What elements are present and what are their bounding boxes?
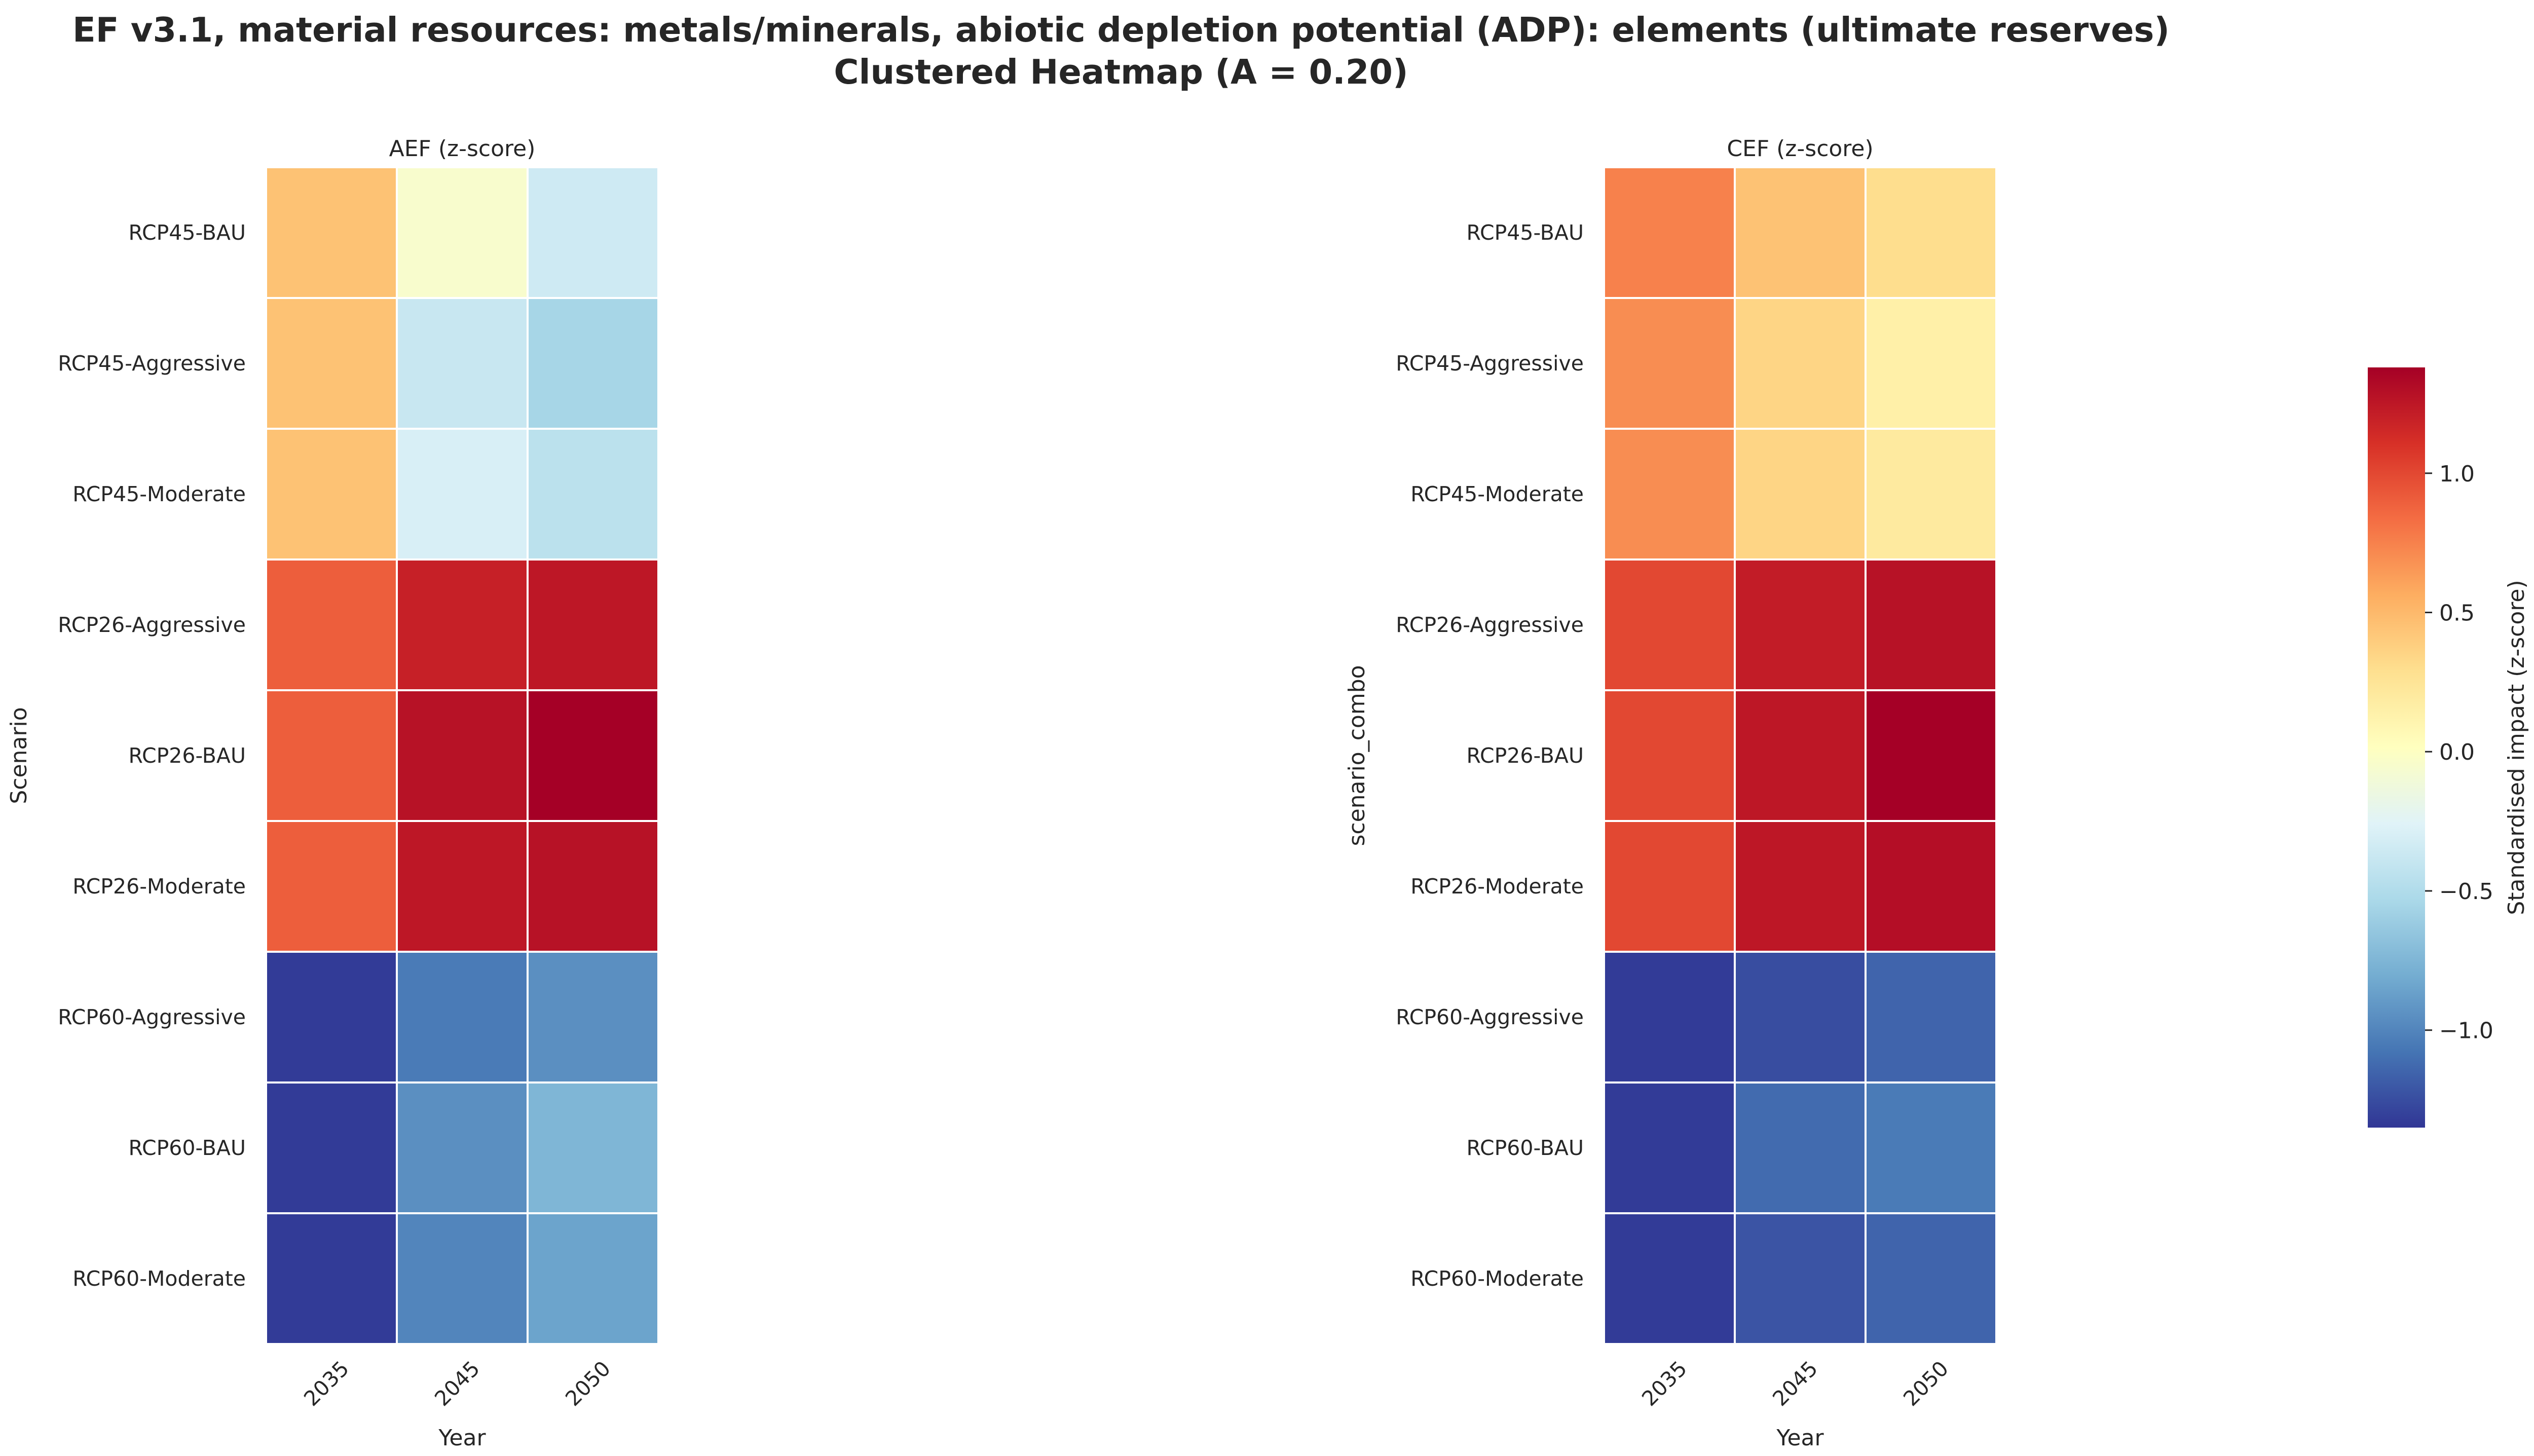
heatmap-cell-rcp60-moderate-2050 (527, 1212, 659, 1345)
heatmap-cell-rcp26-moderate-2050 (1865, 820, 1997, 953)
heatmap-cell-rcp45-aggressive-2045 (1734, 297, 1867, 430)
heatmap-cell-rcp26-aggressive-2035 (265, 558, 398, 691)
row-label: RCP60-BAU (129, 1136, 246, 1160)
panel-title: AEF (z-score) (389, 136, 536, 162)
colorbar-gradient (2368, 367, 2425, 1128)
heatmap-panel-aef: AEF (z-score) RCP45-BAU RCP45-Aggressive RC… (6, 136, 659, 1451)
row-label: RCP45-Moderate (72, 482, 246, 506)
row-label: RCP26-Aggressive (58, 613, 246, 637)
heatmap-cell-rcp45-bau-2050 (1865, 166, 1997, 299)
colorbar-tick-label: 1.0 (2439, 461, 2475, 487)
x-axis-label: Year (438, 1425, 486, 1451)
heatmap-cell-rcp26-bau-2045 (1734, 689, 1867, 822)
column-label: 2035 (299, 1356, 354, 1411)
heatmap-cell-rcp45-bau-2050 (527, 166, 659, 299)
heatmap-cell-rcp26-moderate-2035 (1603, 820, 1736, 953)
row-label: RCP45-Aggressive (58, 351, 246, 376)
x-axis-label: Year (1776, 1425, 1824, 1451)
colorbar: 1.0 0.5 0.0 −0.5 −1.0 Standardised impact (z-… (2368, 367, 2529, 1128)
panel-title: CEF (z-score) (1727, 136, 1873, 162)
row-label: RCP45-Moderate (1410, 482, 1584, 506)
heatmap-cell-rcp26-aggressive-2035 (1603, 558, 1736, 691)
column-label: 2045 (1768, 1356, 1822, 1411)
column-label: 2035 (1637, 1356, 1692, 1411)
heatmap-cell-rcp45-bau-2045 (396, 166, 529, 299)
heatmap-cell-rcp45-moderate-2050 (1865, 428, 1997, 561)
heatmap-cell-rcp45-moderate-2045 (396, 428, 529, 561)
heatmap-cell-rcp26-moderate-2045 (396, 820, 529, 953)
heatmap-cell-rcp26-aggressive-2045 (1734, 558, 1867, 691)
row-label: RCP26-BAU (129, 743, 246, 768)
row-label: RCP26-Aggressive (1396, 613, 1584, 637)
colorbar-label: Standardised impact (z-score) (2504, 580, 2529, 915)
column-label: 2045 (430, 1356, 485, 1411)
heatmap-cell-rcp60-aggressive-2045 (396, 951, 529, 1084)
heatmap-cell-rcp45-aggressive-2050 (527, 297, 659, 430)
heatmap-cell-rcp60-aggressive-2035 (265, 951, 398, 1084)
heatmap-cell-rcp60-moderate-2035 (1603, 1212, 1736, 1345)
heatmap-cell-rcp26-bau-2035 (1603, 689, 1736, 822)
heatmap-cell-rcp45-moderate-2050 (527, 428, 659, 561)
heatmap-cell-rcp26-aggressive-2045 (396, 558, 529, 691)
heatmap-cell-rcp26-aggressive-2050 (527, 558, 659, 691)
heatmap-cell-rcp26-bau-2045 (396, 689, 529, 822)
row-label: RCP60-Moderate (1410, 1266, 1584, 1291)
row-label: RCP26-BAU (1467, 743, 1584, 768)
chart-subtitle: Clustered Heatmap (A = 0.20) (834, 52, 1408, 92)
heatmap-cell-rcp60-bau-2035 (1603, 1081, 1736, 1214)
colorbar-tick-label: 0.0 (2439, 739, 2475, 765)
column-label: 2050 (561, 1356, 615, 1411)
heatmap-cell-rcp45-moderate-2035 (1603, 428, 1736, 561)
heatmap-cell-rcp60-aggressive-2045 (1734, 951, 1867, 1084)
heatmap-cell-rcp60-moderate-2045 (1734, 1212, 1867, 1345)
heatmap-cell-rcp60-bau-2045 (1734, 1081, 1867, 1214)
heatmap-cell-rcp26-moderate-2035 (265, 820, 398, 953)
heatmap-cell-rcp26-aggressive-2050 (1865, 558, 1997, 691)
heatmap-cell-rcp60-moderate-2035 (265, 1212, 398, 1345)
y-axis-label: scenario_combo (1344, 665, 1370, 846)
heatmap-cell-rcp45-bau-2035 (1603, 166, 1736, 299)
heatmap-cell-rcp60-moderate-2045 (396, 1212, 529, 1345)
heatmap-cell-rcp45-bau-2045 (1734, 166, 1867, 299)
chart-title: EF v3.1, material resources: metals/mine… (72, 10, 2170, 50)
row-label: RCP45-BAU (1467, 220, 1584, 245)
heatmap-cell-rcp60-bau-2035 (265, 1081, 398, 1214)
y-axis-label: Scenario (6, 707, 32, 804)
heatmap-cell-rcp60-bau-2050 (1865, 1081, 1997, 1214)
heatmap-cell-rcp45-aggressive-2035 (1603, 297, 1736, 430)
column-label: 2050 (1898, 1356, 1953, 1411)
heatmap-cell-rcp45-aggressive-2035 (265, 297, 398, 430)
heatmap-cell-rcp45-moderate-2035 (265, 428, 398, 561)
colorbar-tick-label: −0.5 (2439, 879, 2493, 905)
row-label: RCP60-Moderate (72, 1266, 246, 1291)
row-label: RCP45-BAU (129, 220, 246, 245)
heatmap-cell-rcp26-moderate-2045 (1734, 820, 1867, 953)
colorbar-tick-label: 0.5 (2439, 601, 2475, 626)
row-label: RCP45-Aggressive (1396, 351, 1584, 376)
colorbar-tick-label: −1.0 (2439, 1018, 2493, 1044)
heatmap-panel-cef: CEF (z-score) RCP45-BAU RCP45-Aggressive RC… (1344, 136, 1997, 1451)
row-label: RCP26-Moderate (72, 874, 246, 899)
heatmap-cell-rcp45-aggressive-2045 (396, 297, 529, 430)
heatmap-cell-rcp60-bau-2050 (527, 1081, 659, 1214)
row-label: RCP60-Aggressive (58, 1005, 246, 1029)
heatmap-cell-rcp26-bau-2035 (265, 689, 398, 822)
row-label: RCP26-Moderate (1410, 874, 1584, 899)
heatmap-cell-rcp45-aggressive-2050 (1865, 297, 1997, 430)
heatmap-cell-rcp26-bau-2050 (527, 689, 659, 822)
heatmap-cell-rcp45-moderate-2045 (1734, 428, 1867, 561)
heatmap-cell-rcp60-aggressive-2050 (527, 951, 659, 1084)
heatmap-cell-rcp45-bau-2035 (265, 166, 398, 299)
heatmap-cell-rcp60-bau-2045 (396, 1081, 529, 1214)
heatmap-cell-rcp60-moderate-2050 (1865, 1212, 1997, 1345)
heatmap-cell-rcp60-aggressive-2035 (1603, 951, 1736, 1084)
row-label: RCP60-BAU (1467, 1136, 1584, 1160)
row-label: RCP60-Aggressive (1396, 1005, 1584, 1029)
heatmap-cell-rcp60-aggressive-2050 (1865, 951, 1997, 1084)
heatmap-cell-rcp26-moderate-2050 (527, 820, 659, 953)
heatmap-cell-rcp26-bau-2050 (1865, 689, 1997, 822)
